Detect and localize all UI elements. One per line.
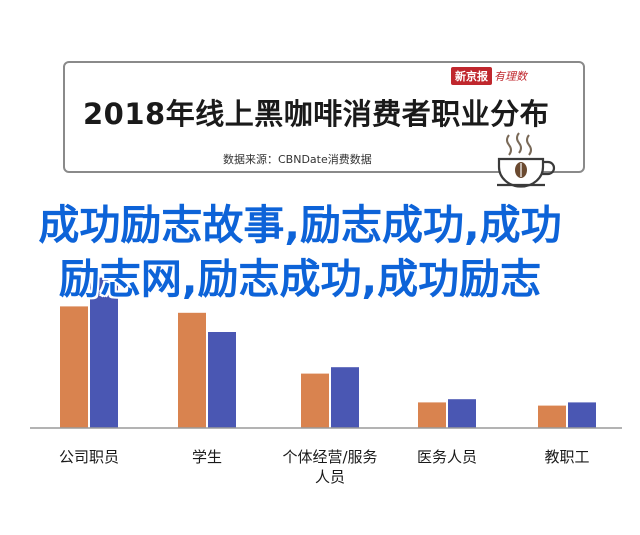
bar-1-1 [60, 306, 88, 428]
bar-1-5 [538, 405, 566, 428]
bar-2-4 [448, 399, 476, 428]
category-labels: 公司职员 学生 个体经营/服务人员 医务人员 教职工 [59, 448, 590, 486]
bar-2-1 [90, 277, 118, 428]
category-label: 医务人员 [417, 448, 477, 466]
overlay-watermark-text: 成功励志故事,励志成功,成功励志网,励志成功,成功励志 [38, 201, 562, 303]
logo-main-text: 新京报 [451, 67, 492, 85]
source-logo: 新京报 有理数 [451, 67, 559, 85]
bar-1-2 [178, 312, 206, 428]
bars-layer [60, 277, 596, 428]
category-label: 个体经营/服务人员 [282, 448, 377, 486]
logo-sub-text: 有理数 [494, 70, 527, 83]
bar-2-3 [331, 367, 359, 428]
chart-header-box: 新京报 有理数 2018年线上黑咖啡消费者职业分布 数据来源：CBNDate消费数… [63, 61, 585, 188]
category-label: 公司职员 [59, 448, 119, 466]
chart-subtitle: 数据来源：CBNDate消费数据 [223, 153, 372, 166]
bar-2-5 [568, 402, 596, 428]
bar-2-2 [208, 332, 236, 428]
category-label: 学生 [192, 448, 222, 466]
category-label: 教职工 [544, 448, 589, 466]
bar-1-3 [301, 373, 329, 428]
chart-title: 2018年线上黑咖啡消费者职业分布 [83, 97, 550, 131]
coffee-cup-icon [497, 132, 556, 188]
bar-1-4 [418, 402, 446, 428]
